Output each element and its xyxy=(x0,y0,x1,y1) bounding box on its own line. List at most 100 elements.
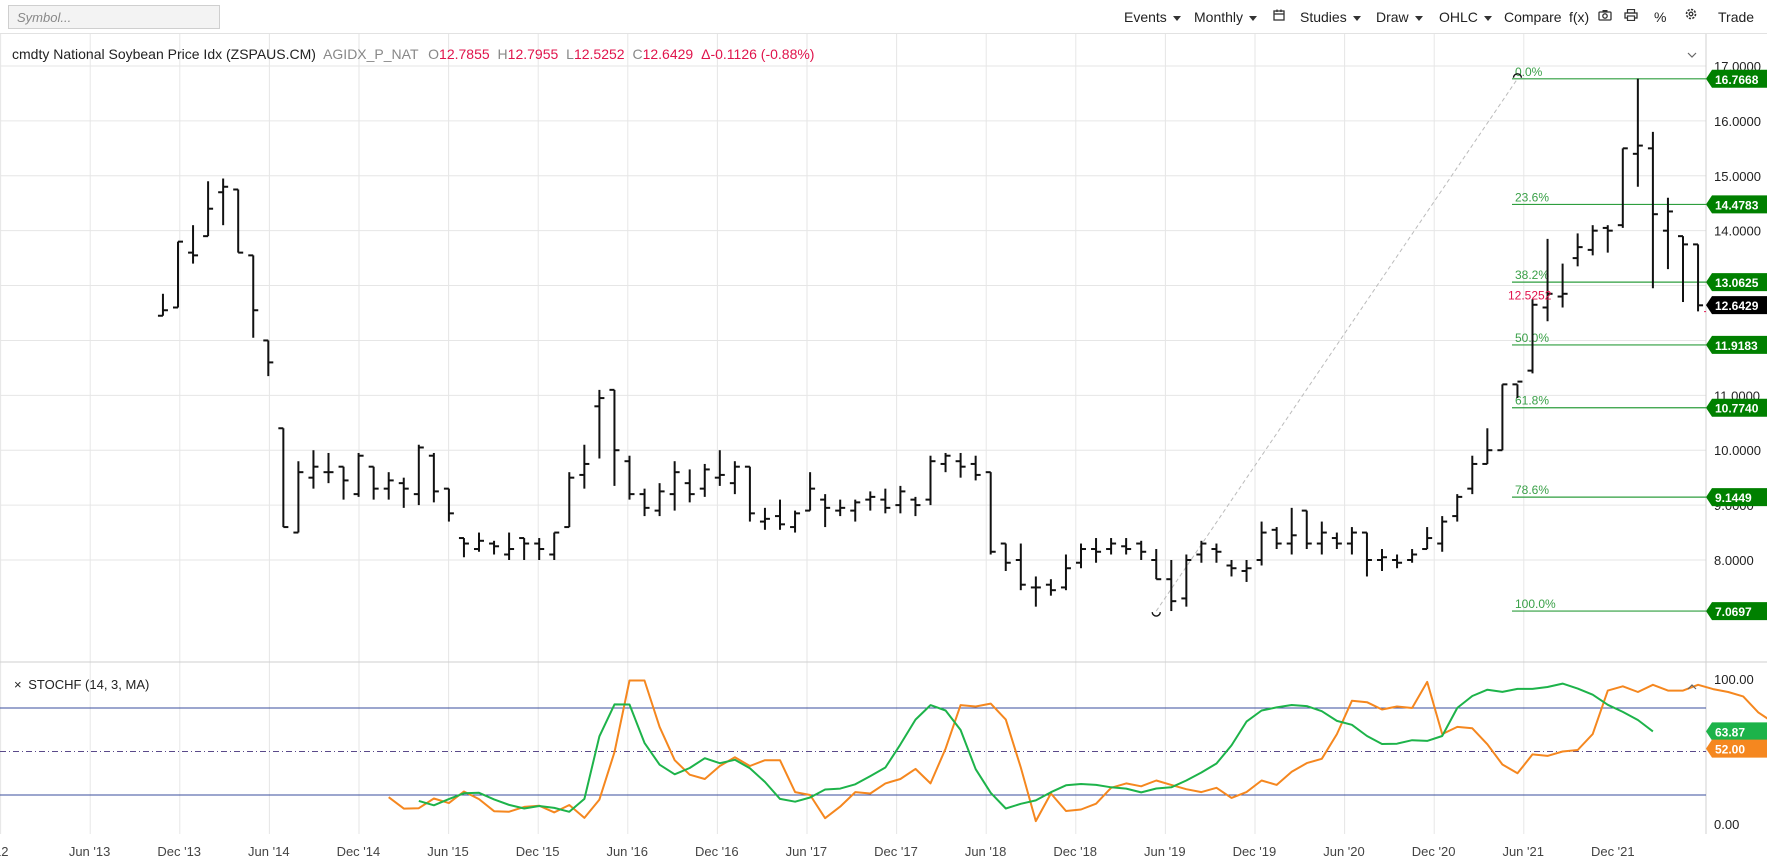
ohlc-bar xyxy=(684,469,695,503)
fib-anchor-high xyxy=(1512,73,1523,78)
ohlc-bar xyxy=(1091,538,1102,563)
ohlc-bar xyxy=(1647,131,1658,289)
value-flag-text: 13.0625 xyxy=(1715,276,1759,290)
value-flag-bg xyxy=(1706,488,1767,507)
ohlc-bar xyxy=(985,471,996,555)
ohlc-bar xyxy=(1422,527,1433,551)
value-flag-bg xyxy=(1706,296,1767,315)
ohlc-bar xyxy=(413,444,424,506)
ohlc-bar xyxy=(955,452,966,478)
ohlc-bar xyxy=(624,455,635,500)
value-flag-text: 12.6429 xyxy=(1715,299,1759,313)
ohlc-bar xyxy=(910,496,921,517)
time-tick-label: Jun '21 xyxy=(1502,844,1544,859)
ohlc-bar xyxy=(1602,225,1613,253)
time-tick-label: Dec '14 xyxy=(337,844,381,859)
value-flag-text: 16.7668 xyxy=(1715,73,1759,87)
ohlc-bar xyxy=(157,293,168,317)
trade-button[interactable]: Trade xyxy=(1718,9,1755,25)
ohlc-bar xyxy=(1106,538,1117,555)
chevron-down-icon xyxy=(1414,15,1423,21)
chart-type-label: OHLC xyxy=(1439,9,1478,25)
stoch-name: STOCHF (14, 3, MA) xyxy=(28,677,149,692)
period-label: Monthly xyxy=(1194,9,1244,25)
events-menu[interactable]: Events xyxy=(1124,8,1181,26)
ohlc-bar xyxy=(1316,521,1327,555)
ohlc-bar xyxy=(248,254,259,338)
ohlc-bar xyxy=(368,465,379,500)
fib-value-flag: 16.7668 xyxy=(1706,69,1767,88)
ohlc-bar xyxy=(1015,543,1026,591)
ohlc-bar xyxy=(1030,576,1041,607)
price-tick-label: 10.0000 xyxy=(1714,443,1761,458)
fib-level-percent: 78.6% xyxy=(1515,483,1549,497)
price-tick-label: 14.0000 xyxy=(1714,224,1761,239)
ohlc-bar xyxy=(1060,554,1071,591)
stoch-k-line xyxy=(388,679,1767,823)
ohlc-bar xyxy=(699,463,710,497)
ohlc-bar xyxy=(609,388,620,486)
studies-menu[interactable]: Studies xyxy=(1300,8,1361,26)
close-label: C xyxy=(632,46,642,62)
fib-anchor-low xyxy=(1151,611,1161,617)
ohlc-bar xyxy=(1497,383,1508,452)
ohlc-bar xyxy=(1527,299,1538,374)
compare-button[interactable]: Compare xyxy=(1504,9,1562,25)
time-tick-label: Jun '13 xyxy=(69,844,111,859)
ohlc-bar xyxy=(504,532,515,560)
value-flag-bg xyxy=(1706,335,1767,354)
period-menu[interactable]: Monthly xyxy=(1194,8,1258,26)
legend-collapse-icon[interactable] xyxy=(1687,52,1697,58)
ohlc-bar xyxy=(278,427,289,529)
fx-button[interactable]: f(x) xyxy=(1569,9,1590,25)
ohlc-bar xyxy=(895,485,906,514)
ohlc-bar xyxy=(579,444,590,489)
ohlc-bar xyxy=(218,178,229,226)
price-grid xyxy=(0,34,1767,834)
low-value: 12.5252 xyxy=(574,46,625,62)
time-tick-label: Jun '19 xyxy=(1144,844,1186,859)
ohlc-bar xyxy=(1121,538,1132,555)
studies-label: Studies xyxy=(1300,9,1347,25)
fib-value-flag: 10.7740 xyxy=(1706,398,1767,417)
change-value: Δ-0.1126 (-0.88%) xyxy=(701,46,814,62)
ohlc-bar xyxy=(474,532,484,552)
time-tick-label: Jun '15 xyxy=(427,844,469,859)
ohlc-bar xyxy=(1256,521,1267,566)
open-label: O xyxy=(428,46,439,62)
ohlc-bar xyxy=(323,452,334,484)
value-flag-bg xyxy=(1706,602,1767,621)
close-icon[interactable]: × xyxy=(14,677,22,692)
draw-menu[interactable]: Draw xyxy=(1376,8,1423,26)
ohlc-bar xyxy=(549,531,560,560)
ohlc-bar xyxy=(383,472,394,500)
ohlc-bar xyxy=(1000,542,1011,571)
chevron-down-icon xyxy=(1352,15,1361,21)
time-axis: '12 Jun '13 Dec '13 Jun '14 Dec '14 Jun '15 De… xyxy=(0,844,1635,859)
value-flag-text: 52.00 xyxy=(1715,743,1745,757)
print-icon[interactable] xyxy=(1624,7,1638,25)
calendar-icon[interactable] xyxy=(1273,7,1285,25)
ohlc-bar xyxy=(308,450,319,489)
ohlc-bar xyxy=(1407,549,1418,563)
ohlc-bar xyxy=(1678,235,1688,303)
ohlc-bar xyxy=(428,452,439,503)
ohlc-bar xyxy=(744,465,755,522)
time-tick-label: '12 xyxy=(0,844,8,859)
stoch-tick-label: 100.00 xyxy=(1714,672,1754,687)
percent-button[interactable]: % xyxy=(1654,9,1667,25)
ohlc-bar xyxy=(1437,516,1448,552)
value-flag-text: 11.9183 xyxy=(1715,339,1758,353)
ohlc-bar xyxy=(1557,263,1568,308)
symbol-input[interactable] xyxy=(8,5,220,29)
fib-value-flag: 11.9183 xyxy=(1706,335,1767,354)
gear-icon[interactable] xyxy=(1684,7,1698,25)
chart-area[interactable]: 0.0%23.6%38.2%50.0%61.8%78.6%100.0% 12.5… xyxy=(0,34,1767,868)
events-label: Events xyxy=(1124,9,1167,25)
stoch-collapse-icon[interactable] xyxy=(1687,684,1697,690)
ohlc-bar xyxy=(1301,509,1312,550)
ohlc-bar xyxy=(263,339,274,377)
chart-type-menu[interactable]: OHLC xyxy=(1439,8,1492,26)
camera-icon[interactable] xyxy=(1598,7,1612,25)
fibonacci-retracement[interactable]: 0.0%23.6%38.2%50.0%61.8%78.6%100.0% xyxy=(1151,65,1706,617)
